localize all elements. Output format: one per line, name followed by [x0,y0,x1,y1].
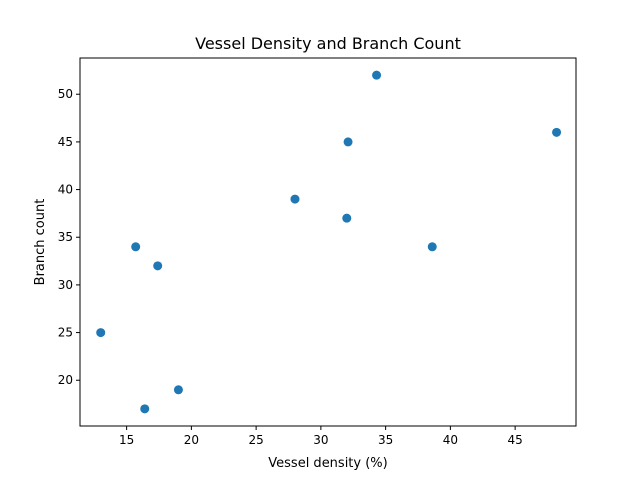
data-point [343,137,353,147]
x-tick-label: 15 [119,433,134,447]
plot-frame [79,57,577,427]
y-tick-label: 35 [58,230,73,244]
y-axis: 20 25 30 35 40 45 50 [58,87,80,387]
data-point [427,242,437,252]
x-tick-label: 40 [443,433,458,447]
data-point [140,404,150,414]
y-tick-label: 45 [58,135,73,149]
x-axis: 15 20 25 30 35 40 45 [119,426,523,447]
y-tick-label: 30 [58,278,73,292]
data-point [342,213,352,223]
x-tick-label: 35 [378,433,393,447]
y-tick-label: 50 [58,87,73,101]
data-point [96,328,106,338]
x-tick-label: 25 [248,433,263,447]
data-point [290,194,300,204]
data-point [552,127,562,137]
y-tick-label: 25 [58,326,73,340]
data-point [173,385,183,395]
y-tick-label: 20 [58,373,73,387]
data-point [372,70,382,80]
x-axis-label: Vessel density (%) [268,456,387,471]
x-tick-label: 20 [184,433,199,447]
x-tick-label: 30 [313,433,328,447]
y-tick-label: 40 [58,183,73,197]
plot-area [79,57,577,427]
data-point [153,261,163,271]
data-point [131,242,141,252]
y-axis-label: Branch count [33,199,48,286]
chart-title: Vessel Density and Branch Count [195,34,461,53]
data-points [96,70,562,414]
x-tick-label: 45 [507,433,522,447]
